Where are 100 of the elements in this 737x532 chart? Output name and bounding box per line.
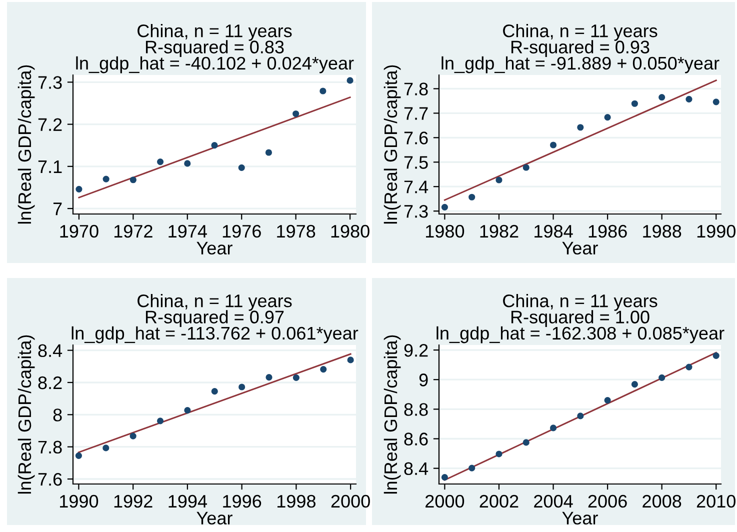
x-tick-label: 2000	[426, 494, 464, 508]
point	[156, 418, 164, 424]
x-tick-label: 1998	[277, 494, 316, 508]
point	[238, 164, 245, 171]
y-tick-label: 7	[53, 202, 62, 216]
point	[496, 176, 502, 184]
point	[496, 450, 502, 458]
point	[658, 94, 666, 101]
y-tick-label: 7.8	[404, 82, 428, 96]
x-tick-label: 1984	[534, 224, 573, 238]
point	[292, 374, 300, 381]
y-tick-label: 8.4	[404, 462, 428, 476]
point	[712, 98, 720, 106]
y-tick-label: 7.8	[38, 440, 62, 454]
y-tick-label: 7.4	[404, 180, 428, 194]
point	[347, 356, 354, 364]
y-tick-label: 8.4	[38, 344, 62, 358]
point	[346, 77, 354, 84]
point	[522, 164, 530, 171]
x-tick-label: 2010	[696, 494, 736, 508]
point	[292, 110, 300, 118]
x-tick-label: 1972	[114, 224, 152, 238]
y-tick-label: 7.2	[38, 118, 62, 131]
point	[102, 176, 110, 182]
x-tick-label: 1990	[60, 494, 98, 508]
point	[184, 407, 191, 414]
point	[102, 444, 110, 452]
x-tick-label: 1994	[168, 494, 208, 508]
x-tick-label: 1978	[277, 224, 316, 238]
point	[320, 366, 327, 373]
y-tick-label: 7.3	[38, 76, 62, 89]
y-tick-label: 7.1	[38, 160, 62, 173]
point	[604, 397, 611, 404]
x-axis-title: Year	[196, 512, 232, 525]
y-tick-label: 8.2	[38, 376, 62, 390]
x-tick-label: 2008	[642, 494, 682, 508]
point	[522, 439, 530, 446]
point	[468, 464, 476, 472]
x-tick-label: 2006	[588, 494, 627, 508]
y-axis-title: ln(Real GDP/capita)	[18, 65, 35, 224]
point	[130, 432, 136, 440]
point	[211, 142, 218, 149]
point	[265, 149, 272, 156]
y-tick-label: 7.7	[404, 107, 428, 120]
x-tick-label: 2002	[480, 494, 518, 508]
point	[184, 160, 191, 167]
x-tick-label: 1980	[331, 224, 370, 238]
point	[686, 96, 692, 103]
y-tick-label: 9.2	[404, 344, 428, 357]
point	[468, 194, 476, 200]
point	[211, 388, 218, 395]
y-tick-label: 7.3	[404, 205, 428, 218]
point	[686, 364, 692, 370]
x-tick-label: 1996	[223, 494, 262, 508]
point	[76, 186, 82, 192]
x-axis-title: Year	[196, 242, 232, 255]
x-tick-label: 1992	[114, 494, 152, 508]
point	[604, 114, 611, 121]
x-axis-title: Year	[562, 512, 598, 525]
point	[577, 412, 584, 420]
x-tick-label: 2004	[534, 494, 573, 508]
point	[550, 424, 557, 432]
point	[441, 474, 448, 481]
y-tick-label: 7.5	[404, 156, 428, 169]
x-tick-label: 1990	[697, 224, 736, 238]
point	[577, 124, 584, 131]
point	[75, 452, 82, 459]
y-axis-title: ln(Real GDP/capita)	[18, 335, 35, 494]
x-tick-label: 1986	[588, 224, 627, 238]
x-tick-label: 1976	[222, 224, 261, 238]
y-axis-title: ln(Real GDP/capita)	[384, 65, 401, 224]
chart-title: China, n = 11 years R-squared = 0.93 ln_gdp_hat = -91.889 + 0.050*year	[442, 24, 720, 74]
point	[658, 374, 666, 381]
point	[441, 204, 448, 210]
point	[631, 100, 638, 107]
y-tick-label: 8.8	[404, 403, 428, 416]
y-tick-label: 8.6	[404, 432, 428, 446]
x-tick-label: 1982	[480, 224, 518, 238]
y-tick-label: 7.6	[404, 132, 428, 144]
point	[712, 352, 720, 359]
x-tick-label: 1980	[426, 224, 464, 238]
chart-title: China, n = 11 years R-squared = 0.83 ln_gdp_hat = -40.102 + 0.024*year	[76, 24, 354, 74]
x-tick-label: 1988	[643, 224, 682, 238]
point	[130, 176, 136, 184]
x-tick-label: 2000	[331, 494, 370, 508]
y-tick-label: 8	[53, 408, 62, 422]
y-tick-label: 9	[419, 374, 428, 386]
point	[631, 381, 638, 388]
y-tick-label: 7.6	[38, 472, 62, 486]
chart-title: China, n = 11 years R-squared = 0.97 ln_gdp_hat = -113.762 + 0.061*year	[72, 294, 358, 344]
y-axis-title: ln(Real GDP/capita)	[384, 335, 401, 494]
x-tick-label: 1974	[168, 224, 207, 238]
x-tick-label: 1970	[60, 224, 98, 238]
point	[266, 374, 272, 381]
point	[320, 88, 326, 94]
point	[156, 158, 164, 166]
x-axis-title: Year	[562, 242, 598, 255]
point	[550, 142, 557, 148]
chart-title: China, n = 11 years R-squared = 1.00 ln_gdp_hat = -162.308 + 0.085*year	[436, 294, 724, 344]
point	[238, 384, 246, 390]
